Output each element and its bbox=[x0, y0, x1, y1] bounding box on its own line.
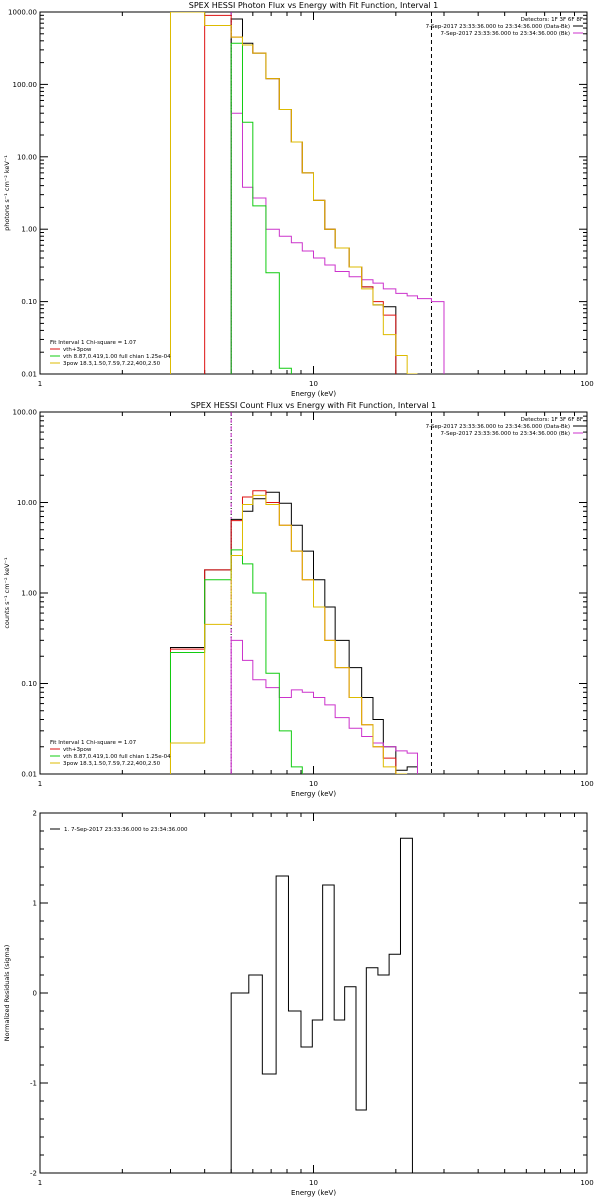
y-tick-label: 0.01 bbox=[21, 771, 37, 779]
x-tick-label: 10 bbox=[309, 1179, 318, 1187]
chart-panel-2: 1 10 100 0.01 0.10 1.00 10.00 100.00 SPEX HESSI … bbox=[3, 401, 594, 798]
y-tick-label: 100.00 bbox=[13, 81, 38, 89]
top-right-info-text: 7-Sep-2017 23:33:36.000 to 23:34:36.000 … bbox=[441, 431, 571, 437]
x-axis-label: Energy (keV) bbox=[291, 390, 336, 398]
x-tick-label: 10 bbox=[309, 780, 318, 788]
series-group bbox=[230, 837, 413, 1173]
legend-entry: vth+3pow bbox=[63, 347, 92, 353]
y-tick-label: 0.10 bbox=[21, 680, 37, 688]
series-line-2 bbox=[230, 112, 445, 374]
series-line-4 bbox=[230, 42, 292, 374]
series-group bbox=[169, 12, 445, 374]
legend-title: Fit Interval 1 Chi-square = 1.07 bbox=[50, 340, 137, 346]
x-axis-label: Energy (keV) bbox=[291, 790, 336, 798]
series-group bbox=[169, 490, 418, 774]
y-tick-label: 0.10 bbox=[21, 298, 37, 306]
y-tick-label: -1 bbox=[30, 1080, 37, 1088]
x-tick-label: 10 bbox=[309, 380, 318, 388]
chart-title: SPEX HESSI Count Flux vs Energy with Fit… bbox=[191, 401, 436, 410]
legend-entry: vth 8.87,0.419,1.00 full chian 1.25e-04 bbox=[63, 754, 171, 760]
legend-entry: vth+3pow bbox=[63, 747, 92, 753]
top-right-info-text: Detectors: 1F 3F 6F 8F bbox=[521, 17, 583, 23]
axes-frame bbox=[39, 812, 588, 1174]
series-line-2 bbox=[230, 639, 418, 774]
series-line-5 bbox=[169, 494, 408, 774]
y-tick-label: 100.00 bbox=[13, 409, 38, 417]
y-tick-label: 0 bbox=[33, 990, 37, 998]
legend-entry: vth 8.87,0.419,1.00 full chian 1.25e-04 bbox=[63, 354, 171, 360]
y-axis-label: photons s⁻¹ cm⁻² keV⁻¹ bbox=[3, 155, 11, 231]
y-tick-label: -2 bbox=[30, 1170, 37, 1178]
top-right-info-text: 7-Sep-2017 23:33:36.000 to 23:34:36.000 … bbox=[426, 24, 570, 30]
x-tick-label: 1 bbox=[38, 780, 42, 788]
x-axis-label: Energy (keV) bbox=[291, 1189, 336, 1197]
y-tick-label: 1000.00 bbox=[8, 9, 37, 17]
y-tick-label: 1.00 bbox=[21, 590, 37, 598]
y-tick-label: 1.00 bbox=[21, 226, 37, 234]
y-tick-label: 1 bbox=[33, 900, 37, 908]
y-tick-label: 0.01 bbox=[21, 371, 37, 379]
x-tick-label: 100 bbox=[580, 380, 593, 388]
top-right-info-text: 7-Sep-2017 23:33:36.000 to 23:34:36.000 … bbox=[426, 424, 570, 430]
legend-entry: 3pow 18.3,1.50,7.59,7.22,400,2.50 bbox=[63, 361, 161, 367]
y-tick-label: 10.00 bbox=[17, 499, 37, 507]
legend-entry: 1. 7-Sep-2017 23:33:36.000 to 23:34:36.0… bbox=[64, 827, 188, 833]
series-line-3 bbox=[204, 14, 397, 374]
series-line-5 bbox=[169, 12, 418, 374]
x-tick-label: 100 bbox=[580, 1179, 593, 1187]
legend-title: Fit Interval 1 Chi-square = 1.07 bbox=[50, 740, 137, 746]
chart-title: SPEX HESSI Photon Flux vs Energy with Fi… bbox=[189, 1, 439, 10]
x-tick-label: 100 bbox=[580, 780, 593, 788]
top-right-info-text: 7-Sep-2017 23:33:36.000 to 23:34:36.000 … bbox=[441, 31, 571, 37]
legend-entry: 3pow 18.3,1.50,7.59,7.22,400,2.50 bbox=[63, 761, 161, 767]
y-tick-label: 10.00 bbox=[17, 153, 37, 161]
y-tick-label: 2 bbox=[33, 810, 37, 818]
series-line-1 bbox=[169, 491, 418, 774]
chart-panel-1: 1 10 100 0.01 0.10 1.00 10.00 100.00 1000.00 SPEX… bbox=[3, 1, 594, 398]
y-axis-label: counts s⁻¹ cm⁻² keV⁻¹ bbox=[3, 557, 11, 629]
series-line-4 bbox=[169, 549, 303, 774]
series-line-1 bbox=[230, 837, 413, 1173]
x-tick-label: 1 bbox=[38, 1179, 42, 1187]
chart-panel-3: 1 10 100 -2 -1 0 1 2 Energy (keV) Normalized Resi… bbox=[3, 810, 594, 1198]
top-right-info-text: Detectors: 1F 3F 6F 8F bbox=[521, 417, 583, 423]
y-axis-label: Normalized Residuals (sigma) bbox=[3, 945, 11, 1042]
x-tick-label: 1 bbox=[38, 380, 42, 388]
